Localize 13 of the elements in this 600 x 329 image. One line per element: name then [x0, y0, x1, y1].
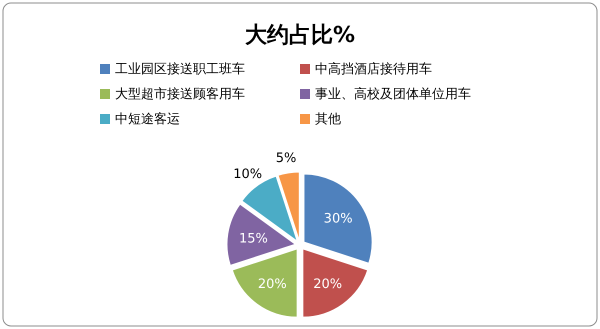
legend-label: 事业、高校及团体单位用车 — [315, 86, 471, 102]
data-label: 20% — [258, 277, 287, 292]
chart-title: 大约占比% — [244, 23, 356, 48]
legend-label: 中高挡酒店接待用车 — [315, 61, 432, 77]
legend-label: 大型超市接送顾客用车 — [115, 86, 245, 102]
data-label: 20% — [313, 277, 342, 292]
legend-label: 其他 — [315, 112, 341, 127]
data-label: 15% — [238, 232, 268, 247]
data-label: 10% — [233, 166, 262, 182]
data-label: 5% — [276, 151, 296, 166]
legend-label: 中短途客运 — [115, 111, 180, 127]
legend-label: 工业园区接送职工班车 — [115, 62, 245, 77]
data-label: 30% — [324, 211, 353, 226]
